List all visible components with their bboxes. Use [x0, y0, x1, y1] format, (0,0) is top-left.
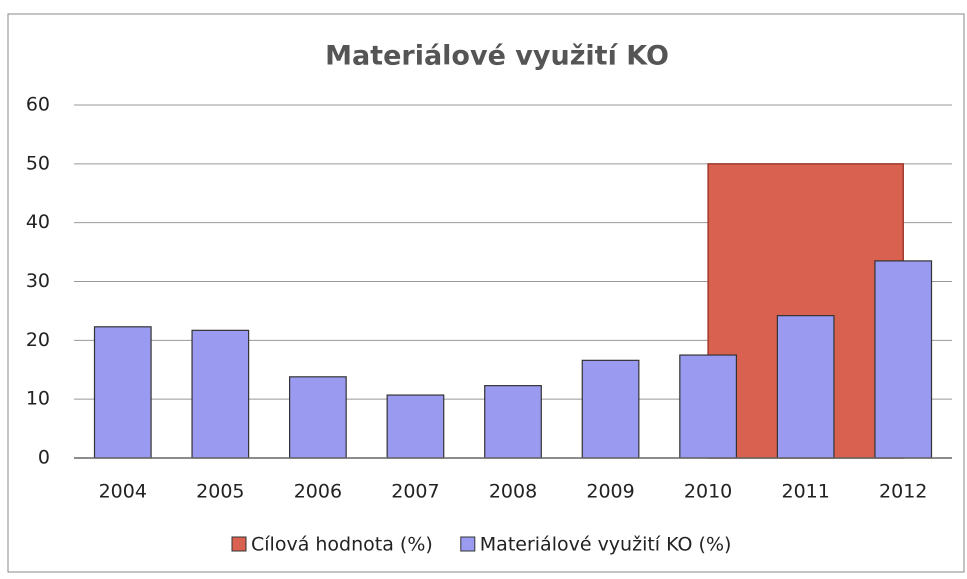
y-tick-label: 40: [26, 211, 50, 233]
x-tick-label: 2005: [196, 481, 244, 503]
x-tick-label: 2012: [879, 481, 927, 503]
legend-swatch: [460, 536, 476, 552]
x-tick-label: 2011: [781, 481, 829, 503]
y-tick-label: 30: [26, 270, 50, 292]
y-tick-label: 60: [26, 94, 50, 116]
y-tick-label: 0: [38, 447, 50, 469]
bar: [288, 376, 347, 459]
bar: [484, 385, 542, 459]
y-tick-label: 50: [26, 152, 50, 174]
bar: [191, 329, 250, 459]
bar: [581, 359, 640, 459]
bar: [776, 315, 835, 459]
legend-label: Cílová hodnota (%): [251, 534, 433, 556]
bar: [874, 260, 933, 459]
y-tick-label: 10: [26, 388, 50, 410]
y-tick-label: 20: [26, 329, 50, 351]
bar: [386, 394, 445, 459]
x-tick-label: 2007: [391, 481, 439, 503]
x-tick-label: 2008: [489, 481, 537, 503]
x-tick-label: 2010: [684, 481, 732, 503]
x-tick-label: 2006: [294, 481, 342, 503]
x-tick-label: 2004: [99, 481, 147, 503]
x-tick-label: 2009: [586, 481, 634, 503]
bar: [679, 354, 738, 459]
legend-swatch: [231, 536, 247, 552]
legend-label: Materiálové využití KO (%): [480, 534, 732, 556]
chart-title: Materiálové využití KO: [325, 41, 669, 72]
bar: [93, 326, 152, 459]
